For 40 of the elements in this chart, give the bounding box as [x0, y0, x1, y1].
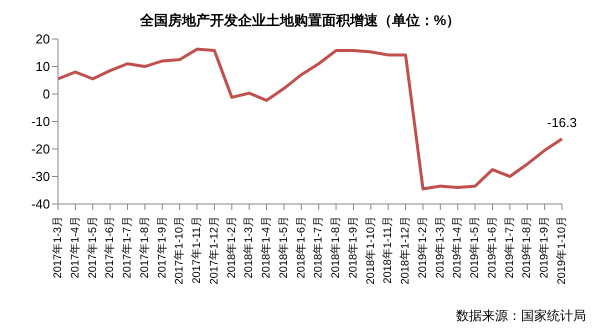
x-tick-label: 2017年1-6月 — [104, 216, 116, 278]
chart-title: 全国房地产开发企业土地购置面积增速（单位：%） — [140, 12, 460, 28]
x-tick-label: 2019年1-7月 — [504, 216, 516, 278]
y-tick-label: 10 — [36, 59, 50, 74]
data-label: -16.3 — [547, 114, 577, 130]
x-tick-label: 2019年1-3月 — [434, 216, 446, 278]
x-tick-label: 2018年1-6月 — [295, 216, 308, 278]
x-tick-label: 2019年1-10月 — [556, 216, 568, 284]
x-tick-label: 2017年1-3月 — [52, 216, 64, 278]
source-note: 数据来源：国家统计局 — [456, 307, 586, 325]
x-tick-label: 2018年1-3月 — [243, 216, 256, 278]
x-tick-label: 2017年1-5月 — [86, 216, 99, 278]
y-tick-label: 0 — [42, 86, 50, 102]
x-tick-label: 2019年1-5月 — [469, 216, 482, 278]
x-tick-label: 2018年1-9月 — [347, 216, 360, 278]
x-tick-label: 2019年1-9月 — [538, 216, 551, 278]
y-tick-label: -40 — [31, 196, 50, 212]
x-tick-label: 2018年1-10月 — [364, 216, 377, 284]
x-tick-label: 2019年1-8月 — [521, 216, 534, 278]
x-tick-label: 2018年1-2月 — [226, 216, 238, 278]
x-tick-label: 2017年1-4月 — [69, 216, 82, 278]
x-tick-label: 2018年1-5月 — [278, 216, 290, 278]
x-tick-label: 2018年1-4月 — [260, 216, 273, 278]
x-tick-label: 2017年1-7月 — [122, 216, 134, 278]
x-tick-label: 2019年1-6月 — [486, 216, 498, 278]
x-tick-label: 2017年1-12月 — [208, 216, 220, 284]
y-tick-label: -10 — [31, 114, 50, 130]
x-tick-label: 2017年1-10月 — [174, 216, 186, 284]
x-tick-label: 2019年1-4月 — [452, 216, 464, 278]
x-tick-label: 2018年1-7月 — [312, 216, 325, 278]
x-tick-label: 2018年1-11月 — [382, 216, 394, 284]
x-tick-label: 2019年1-2月 — [416, 216, 429, 278]
y-tick-label: -30 — [31, 169, 50, 184]
y-tick-label: 20 — [36, 32, 50, 47]
y-tick-label: -20 — [31, 142, 50, 157]
x-tick-label: 2018年1-12月 — [400, 216, 412, 284]
x-tick-label: 2017年1-9月 — [156, 216, 168, 278]
x-tick-label: 2018年1-8月 — [330, 216, 342, 278]
x-tick-label: 2017年1-8月 — [138, 216, 151, 278]
x-tick-label: 2017年1-11月 — [191, 216, 204, 284]
